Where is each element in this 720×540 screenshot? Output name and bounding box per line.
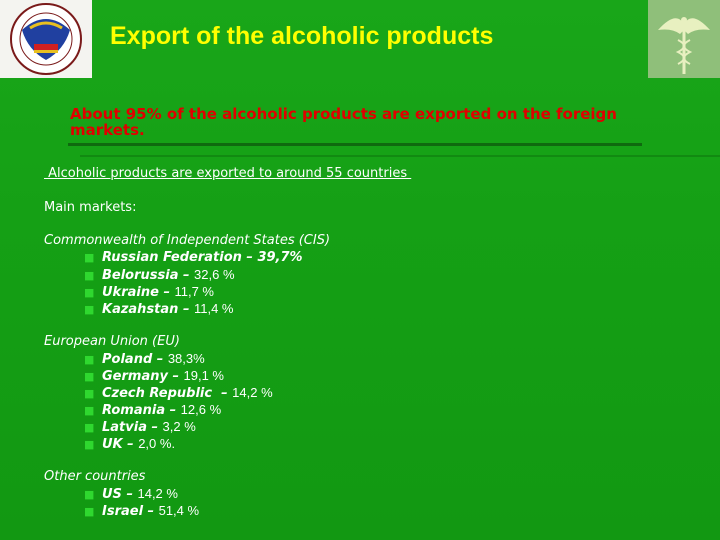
group-title-other: Other countries xyxy=(44,469,146,484)
bullet-icon: ■ xyxy=(84,505,95,518)
list-item: ■ Germany – 19,1 % xyxy=(84,368,224,384)
list-item: ■ Romania – 12,6 % xyxy=(84,402,222,418)
list-item: ■ Latvia – 3,2 % xyxy=(84,419,196,435)
countries-count-text: Alcoholic products are exported to aroun… xyxy=(44,166,412,181)
intro-text: About 95% of the alcoholic products are … xyxy=(70,105,617,139)
list-item: ■ Ukraine – 11,7 % xyxy=(84,284,214,300)
list-item: ■ Poland – 38,3% xyxy=(84,351,205,367)
bullet-icon: ■ xyxy=(84,353,95,366)
caduceus-emblem xyxy=(648,0,720,78)
bullet-icon: ■ xyxy=(84,438,95,451)
main-markets-label: Main markets: xyxy=(44,200,137,215)
group-title-cis: Commonwealth of Independent States (CIS) xyxy=(44,233,331,248)
bullet-icon: ■ xyxy=(84,370,95,383)
bullet-icon: ■ xyxy=(84,251,95,264)
list-item: ■ Russian Federation – 39,7% xyxy=(84,250,303,265)
list-item: ■ Belorussia – 32,6 % xyxy=(84,267,235,283)
group-title-eu: European Union (EU) xyxy=(44,334,180,349)
slide-title: Export of the alcoholic products xyxy=(110,22,494,50)
bullet-icon: ■ xyxy=(84,488,95,501)
bullet-icon: ■ xyxy=(84,421,95,434)
list-item: ■ UK – 2,0 %. xyxy=(84,436,176,452)
divider-line xyxy=(80,155,720,157)
bullet-icon: ■ xyxy=(84,404,95,417)
list-item: ■ US – 14,2 % xyxy=(84,486,178,502)
list-item: ■ Kazahstan – 11,4 % xyxy=(84,301,234,317)
bullet-icon: ■ xyxy=(84,387,95,400)
divider-line xyxy=(68,143,642,146)
ministry-logo xyxy=(0,0,92,78)
bullet-icon: ■ xyxy=(84,269,95,282)
list-item: ■ Israel – 51,4 % xyxy=(84,503,200,519)
bullet-icon: ■ xyxy=(84,286,95,299)
bullet-icon: ■ xyxy=(84,303,95,316)
list-item: ■ Czech Republic – 14,2 % xyxy=(84,385,273,401)
